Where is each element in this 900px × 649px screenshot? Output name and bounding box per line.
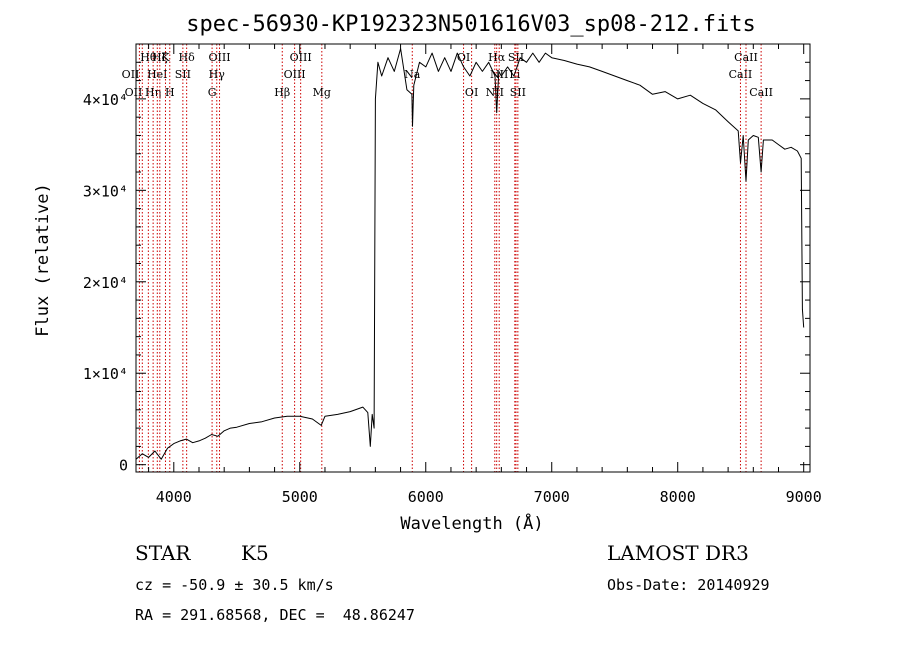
line-label-oiii-15: OIII — [290, 51, 312, 64]
line-label-caii-28: CaII — [749, 86, 773, 99]
line-label-hη-3: Hη — [145, 86, 161, 99]
y-tick-label-10000: 1×10⁴ — [83, 365, 128, 383]
line-label-caii-26: CaII — [729, 68, 753, 81]
line-label-oiii-14: OIII — [284, 68, 306, 81]
y-tick-label-0: 0 — [119, 457, 128, 475]
line-label-hγ-11: Hγ — [209, 68, 226, 81]
line-label-oi-19: OI — [465, 86, 478, 99]
line-label-oii-1: OII — [125, 86, 143, 99]
line-label-g-10: G — [208, 86, 217, 99]
object-class: STAR — [135, 541, 191, 565]
x-axis-label: Wavelength (Å) — [400, 512, 543, 534]
line-label-k-6: K — [161, 51, 170, 64]
line-label-caii-27: CaII — [734, 51, 758, 64]
line-label-mg-16: Mg — [313, 86, 331, 99]
chart-title: spec-56930-KP192323N501616V03_sp08-212.f… — [186, 12, 756, 37]
object-subclass: K5 — [241, 541, 269, 565]
y-tick-label-20000: 2×10⁴ — [83, 274, 128, 292]
line-label-hα-21: Hα — [488, 51, 506, 64]
x-tick-label-5000: 5000 — [282, 488, 318, 506]
line-label-oii-0: OII — [122, 68, 140, 81]
observation-date: Obs-Date: 20140929 — [607, 576, 770, 594]
x-axis-ticks: 4000 5000 6000 7000 8000 9000 — [148, 44, 822, 506]
line-label-hθ-2: Hθ — [140, 51, 157, 64]
survey-release: LAMOST DR3 — [607, 541, 749, 565]
y-tick-label-40000: 4×10⁴ — [83, 91, 128, 109]
line-label-nii-20: NII — [486, 86, 504, 99]
line-label-hβ-13: Hβ — [274, 86, 290, 99]
spectral-line-markers: OIIOIIHθHηHeIHζKHSIIHδGHγOIIIHβOIIIOIIIM… — [122, 44, 773, 472]
spectrum-series — [135, 48, 805, 460]
redshift-velocity: cz = -50.9 ± 30.5 km/s — [135, 576, 334, 594]
line-label-sii-8: SII — [175, 68, 191, 81]
line-label-sii-24: SII — [508, 51, 524, 64]
x-tick-label-7000: 7000 — [534, 488, 570, 506]
plot-frame — [135, 43, 811, 473]
series-line-flux — [135, 48, 805, 460]
line-label-li-23: Li — [509, 68, 520, 81]
line-label-hei-4: HeI — [147, 68, 167, 81]
y-axis-ticks: 0 1×10⁴ 2×10⁴ 3×10⁴ 4×10⁴ — [83, 61, 810, 475]
line-label-oiii-12: OIII — [208, 51, 230, 64]
y-axis-label: Flux (relative) — [33, 183, 53, 337]
line-label-sii-25: SII — [510, 86, 526, 99]
x-tick-label-8000: 8000 — [660, 488, 696, 506]
coordinates: RA = 291.68568, DEC = 48.86247 — [135, 606, 415, 624]
x-tick-label-4000: 4000 — [156, 488, 192, 506]
line-label-oi-18: OI — [457, 51, 470, 64]
y-tick-label-30000: 3×10⁴ — [83, 182, 128, 200]
line-label-h-7: H — [165, 86, 175, 99]
line-label-na-17: Na — [404, 68, 421, 81]
line-label-hζ-5: Hζ — [152, 51, 168, 64]
x-tick-label-6000: 6000 — [408, 488, 444, 506]
line-label-hδ-9: Hδ — [179, 51, 196, 64]
x-tick-label-9000: 9000 — [786, 488, 822, 506]
